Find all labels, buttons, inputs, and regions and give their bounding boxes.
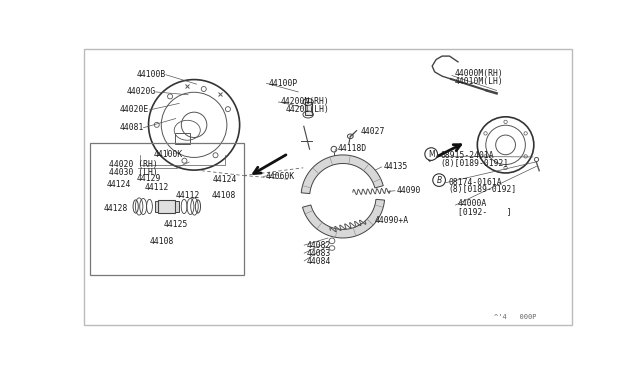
Text: 44020E: 44020E — [120, 105, 149, 115]
Text: 44124: 44124 — [106, 180, 131, 189]
Text: 44084: 44084 — [306, 257, 330, 266]
Text: [0192-    ]: [0192- ] — [458, 207, 511, 216]
Ellipse shape — [425, 148, 438, 160]
Text: 44108: 44108 — [150, 237, 174, 246]
Text: 44108: 44108 — [211, 191, 236, 200]
Text: 44100P: 44100P — [269, 79, 298, 88]
Text: 44125: 44125 — [163, 220, 188, 229]
Text: (8)[0189-0192]: (8)[0189-0192] — [440, 159, 508, 168]
Polygon shape — [303, 199, 385, 238]
Bar — [90, 142, 244, 275]
Text: B: B — [436, 176, 442, 185]
Text: ^'4   000P: ^'4 000P — [494, 314, 536, 320]
Text: 08174-0161A: 08174-0161A — [448, 178, 502, 187]
Text: 44090: 44090 — [396, 186, 421, 195]
Text: 44124: 44124 — [213, 175, 237, 184]
Text: 44060K: 44060K — [266, 172, 295, 181]
Bar — [155, 201, 158, 212]
Text: 44000M(RH): 44000M(RH) — [454, 69, 503, 78]
Text: 44118D: 44118D — [338, 144, 367, 153]
Text: 44020 (RH): 44020 (RH) — [109, 160, 157, 169]
Text: (8)[0189-0192]: (8)[0189-0192] — [448, 185, 516, 194]
Text: 44112: 44112 — [176, 191, 200, 200]
Text: M: M — [428, 150, 435, 158]
Text: 44200N(RH): 44200N(RH) — [281, 97, 330, 106]
Text: 44112: 44112 — [145, 183, 169, 192]
Text: 44128: 44128 — [104, 204, 128, 213]
Text: 44027: 44027 — [360, 126, 385, 136]
Text: 44010M(LH): 44010M(LH) — [454, 77, 503, 86]
Text: 44100B: 44100B — [137, 70, 166, 79]
Text: 44020G: 44020G — [127, 87, 156, 96]
Text: 44082: 44082 — [306, 241, 330, 250]
Bar — [175, 201, 179, 212]
Text: 44081: 44081 — [120, 123, 144, 132]
Text: 44201(LH): 44201(LH) — [286, 105, 330, 115]
Polygon shape — [301, 155, 383, 193]
Ellipse shape — [433, 174, 445, 186]
Bar — [175, 133, 190, 144]
Text: 44100K: 44100K — [154, 150, 182, 158]
Bar — [305, 102, 312, 115]
Text: 44090+A: 44090+A — [375, 216, 409, 225]
Text: 44000A: 44000A — [458, 199, 487, 208]
Text: 44135: 44135 — [384, 162, 408, 171]
Text: 44129: 44129 — [137, 174, 161, 183]
Text: 44030 (LH): 44030 (LH) — [109, 168, 157, 177]
Bar — [158, 200, 175, 214]
Text: 44083: 44083 — [306, 248, 330, 258]
Text: 08915-2401A: 08915-2401A — [440, 151, 493, 160]
